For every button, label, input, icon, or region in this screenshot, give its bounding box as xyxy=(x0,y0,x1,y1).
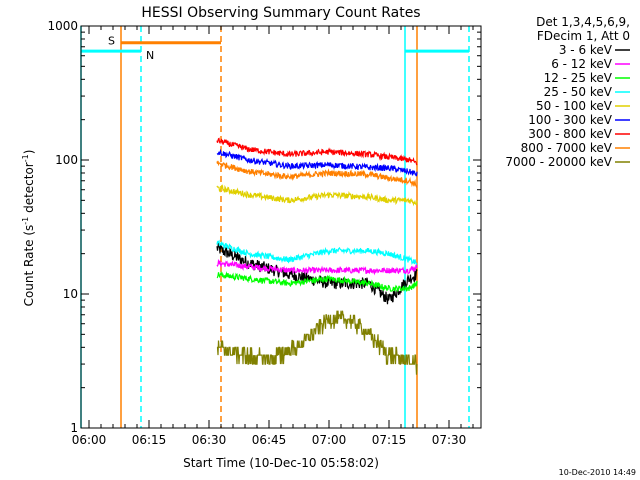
legend: Det 1,3,4,5,6,9,FDecim 1, Att 03 - 6 keV… xyxy=(505,15,630,169)
series-line xyxy=(216,310,418,375)
series-line xyxy=(216,160,418,189)
legend-entry-label: 12 - 25 keV xyxy=(544,71,613,85)
series-line xyxy=(216,184,418,207)
x-tick-label: 06:45 xyxy=(252,433,287,447)
x-tick-label: 07:15 xyxy=(372,433,407,447)
x-tick-label: 07:30 xyxy=(432,433,467,447)
y-label-exponent-2: -1 xyxy=(21,154,30,162)
legend-entry-label: 7000 - 20000 keV xyxy=(505,155,612,169)
legend-entry-label: 3 - 6 keV xyxy=(559,43,613,57)
legend-entry-label: 800 - 7000 keV xyxy=(521,141,613,155)
y-axis-label: Count Rate (s-1 detector-1) xyxy=(21,150,36,307)
generation-timestamp: 10-Dec-2010 14:49 xyxy=(559,468,636,477)
legend-entry-label: 25 - 50 keV xyxy=(544,85,613,99)
x-tick-label: 07:00 xyxy=(312,433,347,447)
x-tick-label: 06:00 xyxy=(72,433,107,447)
series-line xyxy=(216,239,418,266)
chart-title: HESSI Observing Summary Count Rates xyxy=(141,5,420,21)
y-label-close: ) xyxy=(22,150,36,155)
legend-entry-label: 300 - 800 keV xyxy=(528,127,612,141)
y-label-detector: detector xyxy=(22,162,36,217)
x-tick-label: 06:15 xyxy=(132,433,167,447)
legend-header-line: Det 1,3,4,5,6,9, xyxy=(536,15,630,29)
legend-entry-label: 100 - 300 keV xyxy=(528,113,612,127)
plot-annotations: SN xyxy=(80,26,470,428)
x-axis-label: Start Time (10-Dec-10 05:58:02) xyxy=(183,456,379,470)
legend-entry-label: 6 - 12 keV xyxy=(551,57,613,71)
axis-ticks: 06:00 06:15 06:30 06:45 07:00 07:15 07:30 1 10 10… xyxy=(47,19,481,447)
y-tick-label: 10 xyxy=(63,287,78,301)
series-line xyxy=(216,137,418,166)
y-tick-label: 1000 xyxy=(47,19,78,33)
y-label-exponent-1: -1 xyxy=(21,217,30,225)
x-tick-label: 06:30 xyxy=(192,433,227,447)
series-line xyxy=(216,148,418,177)
series-line xyxy=(216,258,418,276)
y-tick-label: 1 xyxy=(70,421,78,435)
legend-entry-label: 50 - 100 keV xyxy=(536,99,613,113)
legend-header-line: FDecim 1, Att 0 xyxy=(537,29,630,43)
series-line xyxy=(216,270,418,292)
y-tick-label: 100 xyxy=(55,153,78,167)
night-label: N xyxy=(146,49,154,62)
plot-series xyxy=(216,137,418,375)
saa-label: S xyxy=(108,35,115,48)
y-label-main: Count Rate (s xyxy=(22,225,36,307)
